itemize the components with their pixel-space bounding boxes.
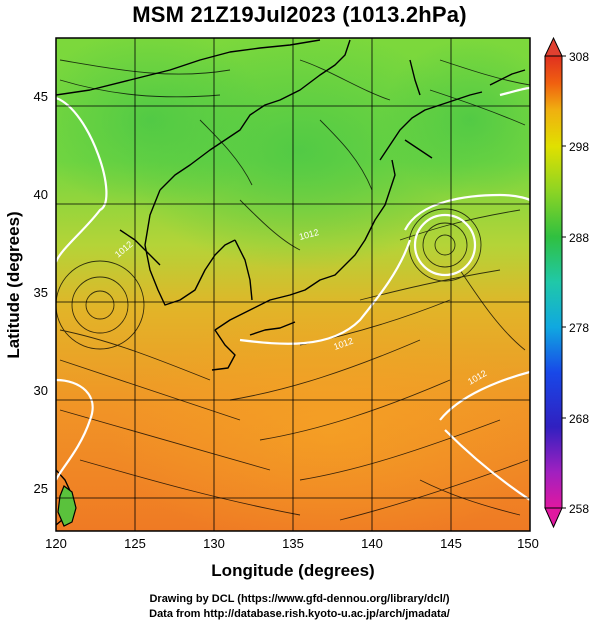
y-tick-label: 35 bbox=[34, 285, 48, 300]
y-tick-label: 45 bbox=[34, 89, 48, 104]
y-axis: 25 30 35 40 45 bbox=[34, 89, 48, 496]
plot-frame bbox=[55, 37, 531, 532]
drawing-credit: Drawing by DCL (https://www.gfd-dennou.o… bbox=[149, 593, 450, 605]
y-axis-label: Latitude (degrees) bbox=[4, 211, 23, 358]
colorbar-min-arrow bbox=[544, 507, 563, 529]
colorbar-tick-label: 268 bbox=[569, 412, 589, 426]
temperature-field: 1012 1012 1012 1012 bbox=[56, 38, 530, 531]
colorbar-tick-label: 288 bbox=[569, 231, 589, 245]
x-axis-label: Longitude (degrees) bbox=[211, 561, 374, 580]
coastline bbox=[56, 39, 526, 526]
colorbar-max-arrow bbox=[544, 36, 563, 57]
grid-lines bbox=[56, 38, 530, 531]
colorbar-tick-label: 258 bbox=[569, 502, 589, 516]
x-tick-label: 130 bbox=[203, 536, 225, 551]
x-tick-label: 135 bbox=[282, 536, 304, 551]
x-tick-label: 140 bbox=[361, 536, 383, 551]
isobar-1012-contours bbox=[56, 86, 530, 501]
x-tick-label: 125 bbox=[124, 536, 146, 551]
colorbar-tick-label: 278 bbox=[569, 321, 589, 335]
colorbar: 308 298 288 278 268 258 bbox=[544, 36, 589, 529]
y-tick-label: 25 bbox=[34, 481, 48, 496]
chart-title: MSM 21Z19Jul2023 (1013.2hPa) bbox=[132, 2, 467, 27]
colorbar-tick-label: 308 bbox=[569, 50, 589, 64]
x-tick-label: 145 bbox=[440, 536, 462, 551]
y-tick-label: 40 bbox=[34, 187, 48, 202]
colorbar-tick-label: 298 bbox=[569, 140, 589, 154]
data-source-credit: Data from http://database.rish.kyoto-u.a… bbox=[149, 608, 450, 620]
y-tick-label: 30 bbox=[34, 383, 48, 398]
x-tick-label: 150 bbox=[517, 536, 539, 551]
x-tick-label: 120 bbox=[45, 536, 67, 551]
taiwan-island bbox=[57, 485, 77, 527]
x-axis: 120 125 130 135 140 145 150 bbox=[45, 536, 539, 551]
wind-streamlines bbox=[56, 59, 530, 521]
